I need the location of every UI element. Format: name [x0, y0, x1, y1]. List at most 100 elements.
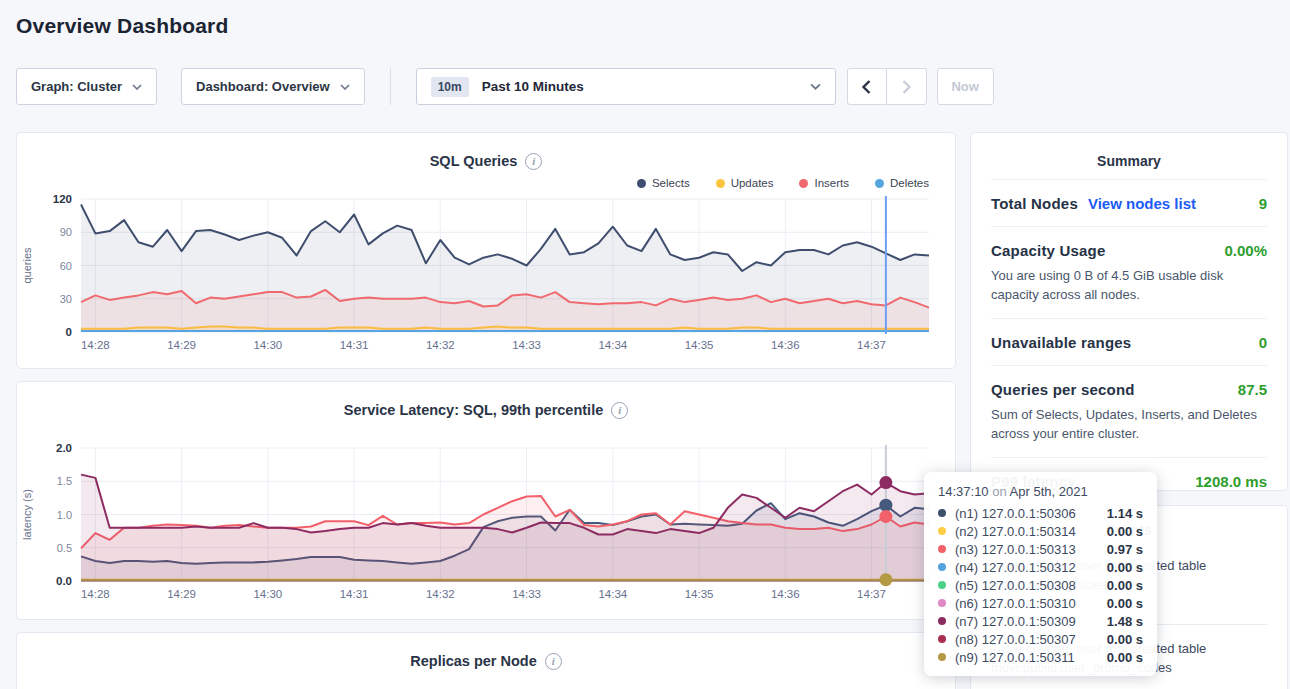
svg-text:60: 60 [60, 260, 72, 272]
sql-queries-legend: Selects Updates Inserts Deletes [17, 175, 955, 191]
legend-label: Updates [731, 177, 774, 189]
chevron-down-icon [810, 83, 821, 90]
toolbar: Graph: Cluster Dashboard: Overview 10m P… [16, 68, 994, 105]
toolbar-divider [390, 68, 391, 105]
legend-item[interactable]: Inserts [799, 177, 849, 189]
tooltip-node-label: (n4) 127.0.0.1:50312 [955, 560, 1076, 575]
legend-label: Selects [652, 177, 690, 189]
legend-item[interactable]: Deletes [875, 177, 929, 189]
sql-queries-title: SQL Queries [430, 153, 518, 169]
legend-label: Inserts [814, 177, 849, 189]
queries-per-second-desc: Sum of Selects, Updates, Inserts, and De… [991, 405, 1267, 443]
p99-latency-value: 1208.0 ms [1195, 473, 1267, 490]
svg-text:14:37: 14:37 [857, 339, 886, 351]
legend-color-dot [799, 179, 808, 188]
time-back-button[interactable] [847, 68, 887, 105]
time-range-dropdown[interactable]: 10m Past 10 Minutes [416, 68, 836, 105]
tooltip-time: 14:37:10 [938, 484, 989, 499]
svg-text:latency (s): latency (s) [21, 489, 33, 540]
svg-text:1.0: 1.0 [57, 509, 72, 521]
legend-color-dot [637, 179, 646, 188]
tooltip-node-value: 0.00 s [1107, 524, 1143, 539]
tooltip-node-value: 0.00 s [1107, 560, 1143, 575]
svg-text:14:29: 14:29 [167, 588, 196, 600]
unavailable-ranges-label: Unavailable ranges [991, 334, 1131, 351]
tooltip-node-label: (n1) 127.0.0.1:50306 [955, 506, 1076, 521]
svg-text:0: 0 [66, 326, 72, 338]
tooltip-node-value: 0.00 s [1107, 632, 1143, 647]
svg-text:14:33: 14:33 [512, 588, 541, 600]
tooltip-node-label: (n2) 127.0.0.1:50314 [955, 524, 1076, 539]
series-color-dot [938, 545, 946, 553]
service-latency-panel: Service Latency: SQL, 99th percentile i … [16, 381, 956, 620]
tooltip-node-row: (n7) 127.0.0.1:50309 1.48 s [938, 612, 1143, 630]
view-nodes-list-link[interactable]: View nodes list [1088, 195, 1196, 212]
svg-text:14:36: 14:36 [771, 588, 800, 600]
legend-label: Deletes [890, 177, 929, 189]
page-title: Overview Dashboard [16, 14, 229, 38]
series-color-dot [938, 509, 946, 517]
tooltip-node-row: (n3) 127.0.0.1:503130.97 s [938, 540, 1143, 558]
chart-hover-tooltip: 14:37:10 on Apr 5th, 2021 (n1) 127.0.0.1… [924, 472, 1157, 676]
graph-scope-label: Graph: Cluster [31, 79, 122, 94]
replicas-per-node-panel: Replicas per Node i [16, 632, 956, 689]
time-range-badge: 10m [431, 77, 469, 97]
tooltip-node-label: (n3) 127.0.0.1:50313 [955, 542, 1076, 557]
tooltip-node-row: (n5) 127.0.0.1:503080.00 s [938, 576, 1143, 594]
total-nodes-label: Total Nodes [991, 195, 1078, 212]
svg-text:14:33: 14:33 [512, 339, 541, 351]
series-color-dot [938, 527, 946, 535]
info-icon[interactable]: i [525, 153, 542, 170]
tooltip-node-label: (n8) 127.0.0.1:50307 [955, 632, 1076, 647]
tooltip-node-label: (n7) 127.0.0.1:50309 [955, 614, 1076, 629]
now-button[interactable]: Now [937, 68, 994, 105]
legend-item[interactable]: Updates [716, 177, 774, 189]
svg-text:14:32: 14:32 [426, 339, 455, 351]
time-step-buttons [847, 68, 927, 105]
tooltip-node-row: (n8) 127.0.0.1:50307 0.00 s [938, 630, 1143, 648]
info-icon[interactable]: i [611, 402, 628, 419]
tooltip-node-value: 0.00 s [1107, 578, 1143, 593]
svg-text:14:37: 14:37 [857, 588, 886, 600]
info-icon[interactable]: i [545, 653, 562, 670]
tooltip-node-row: (n1) 127.0.0.1:503061.14 s [938, 504, 1143, 522]
service-latency-chart[interactable]: 0.00.51.01.52.014:2814:2914:3014:3114:32… [17, 440, 957, 616]
total-nodes-value: 9 [1259, 195, 1267, 212]
svg-text:1.5: 1.5 [57, 475, 72, 487]
tooltip-node-row: (n4) 127.0.0.1:50312 0.00 s [938, 558, 1143, 576]
graph-scope-dropdown[interactable]: Graph: Cluster [16, 68, 157, 105]
chevron-down-icon [340, 84, 350, 90]
series-color-dot [938, 563, 946, 571]
svg-text:14:35: 14:35 [685, 588, 714, 600]
summary-row-total-nodes: Total Nodes View nodes list 9 [991, 179, 1267, 226]
legend-color-dot [716, 179, 725, 188]
series-color-dot [938, 653, 946, 661]
svg-text:14:28: 14:28 [81, 339, 110, 351]
tooltip-node-value: 1.48 s [1107, 614, 1143, 629]
legend-item[interactable]: Selects [637, 177, 690, 189]
summary-row-capacity: Capacity Usage 0.00% You are using 0 B o… [991, 226, 1267, 318]
svg-text:14:30: 14:30 [253, 588, 282, 600]
series-color-dot [938, 599, 946, 607]
queries-per-second-value: 87.5 [1238, 381, 1267, 398]
dashboard-dropdown[interactable]: Dashboard: Overview [181, 68, 365, 105]
svg-text:14:28: 14:28 [81, 588, 110, 600]
time-forward-button[interactable] [887, 68, 927, 105]
svg-text:queries: queries [21, 247, 33, 284]
series-color-dot [938, 635, 946, 643]
tooltip-node-row: (n9) 127.0.0.1:503110.00 s [938, 648, 1143, 666]
tooltip-node-label: (n6) 127.0.0.1:50310 [955, 596, 1076, 611]
chevron-left-icon [862, 80, 871, 94]
tooltip-on: on [992, 484, 1006, 499]
svg-text:14:36: 14:36 [771, 339, 800, 351]
svg-text:90: 90 [60, 226, 72, 238]
legend-color-dot [875, 179, 884, 188]
series-color-dot [938, 617, 946, 625]
series-color-dot [938, 581, 946, 589]
summary-heading: Summary [991, 153, 1267, 169]
sql-queries-chart[interactable]: 030609012014:2814:2914:3014:3114:3214:33… [17, 191, 957, 365]
svg-text:14:34: 14:34 [598, 588, 627, 600]
capacity-usage-value: 0.00% [1224, 242, 1267, 259]
time-range-label: Past 10 Minutes [482, 79, 584, 94]
svg-text:14:31: 14:31 [340, 588, 369, 600]
